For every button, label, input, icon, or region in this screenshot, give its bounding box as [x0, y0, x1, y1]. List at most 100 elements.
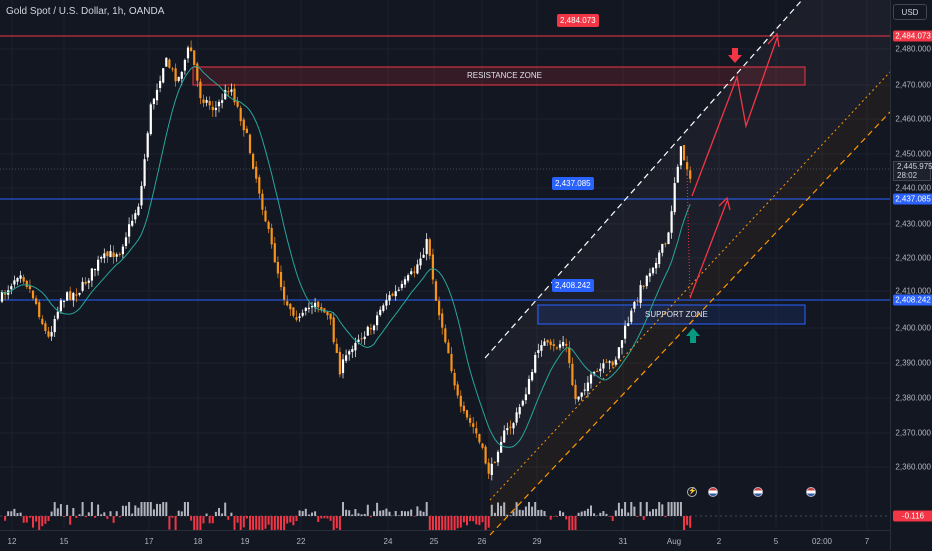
oscillator-bar — [35, 516, 37, 522]
oscillator-bar — [153, 509, 155, 516]
symbol-title[interactable]: Gold Spot / U.S. Dollar, 1h, OANDA — [6, 6, 164, 17]
candle-body — [109, 251, 111, 257]
oscillator-bar — [128, 502, 130, 516]
price-chart[interactable] — [0, 0, 890, 550]
oscillator-bar — [274, 516, 276, 530]
candle-body — [463, 406, 465, 411]
oscillator-bar — [646, 502, 648, 516]
oscillator-bar — [658, 502, 660, 516]
candle-body — [447, 342, 449, 353]
candle-body — [1, 292, 3, 302]
candle-body — [621, 340, 623, 348]
oscillator-bar — [485, 516, 487, 530]
oscillator-bar — [345, 510, 347, 516]
oscillator-bar — [286, 516, 288, 524]
price-tick: 2,440.000 — [895, 184, 931, 193]
candle-body — [106, 252, 108, 257]
oscillator-bar — [513, 511, 515, 516]
oscillator-bar — [423, 512, 425, 516]
oscillator-bar — [190, 516, 192, 521]
candle-body — [97, 260, 99, 271]
price-callout-low: 2,408.242 — [552, 279, 594, 292]
oscillator-bar — [556, 516, 558, 517]
oscillator-bar — [240, 516, 242, 530]
oscillator-bar — [686, 516, 688, 525]
time-axis[interactable]: 12 15 17 18 19 22 24 25 26 29 31 Aug 2 5… — [0, 530, 890, 551]
bar-countdown: 28:02 — [897, 171, 930, 180]
candle-body — [441, 313, 443, 327]
candle-body — [153, 99, 155, 104]
us-flag-icon[interactable] — [708, 487, 718, 497]
candle-body — [416, 264, 418, 273]
time-tick: 18 — [194, 537, 203, 546]
support-zone-label: SUPPORT ZONE — [645, 310, 708, 319]
oscillator-bar — [599, 513, 601, 516]
candle-body — [410, 271, 412, 274]
oscillator-bar — [91, 502, 93, 516]
candle-body — [339, 352, 341, 375]
candle-body — [215, 108, 217, 110]
oscillator-bar — [103, 512, 105, 516]
oscillator-bar — [10, 511, 12, 516]
oscillator-bar — [131, 514, 133, 516]
candle-body — [128, 224, 130, 236]
candle-body — [271, 228, 273, 244]
candle-body — [361, 338, 363, 339]
candle-body — [627, 323, 629, 326]
oscillator-bar — [196, 516, 198, 530]
oscillator-bar — [404, 511, 406, 516]
oscillator-bar — [17, 513, 19, 516]
time-tick: 31 — [619, 537, 628, 546]
oscillator-bar — [581, 512, 583, 516]
candle-body — [190, 47, 192, 51]
oscillator-bar — [296, 516, 298, 521]
candle-body — [466, 410, 468, 417]
candle-body — [373, 326, 375, 331]
candle-body — [333, 317, 335, 342]
price-axis[interactable]: 2,484.073 2,480.000 2,470.000 2,460.000 … — [890, 0, 932, 550]
currency-button[interactable]: USD — [893, 4, 927, 20]
oscillator-bar — [435, 516, 437, 530]
price-tick: 2,420.000 — [895, 254, 931, 263]
us-flag-icon[interactable] — [753, 487, 763, 497]
candle-body — [227, 91, 229, 92]
oscillator-bar — [227, 516, 229, 520]
candle-body — [475, 428, 477, 433]
us-flag-icon[interactable] — [806, 487, 816, 497]
oscillator-bar — [141, 502, 143, 516]
candle-body — [407, 275, 409, 280]
oscillator-bar — [302, 511, 304, 516]
candle-body — [491, 464, 493, 475]
price-tick: 2,390.000 — [895, 359, 931, 368]
candle-body — [264, 211, 266, 222]
oscillator-bar — [79, 514, 81, 516]
candle-body — [237, 101, 239, 107]
oscillator-bar — [125, 506, 127, 516]
oscillator-bar — [497, 503, 499, 516]
candle-body — [277, 262, 279, 274]
oscillator-bar — [370, 516, 372, 517]
oscillator-bar — [224, 503, 226, 516]
candle-body — [10, 286, 12, 289]
candle-body — [364, 337, 366, 339]
oscillator-bar — [624, 502, 626, 516]
lightning-icon[interactable]: ⚡ — [687, 487, 697, 497]
oscillator-bar — [413, 516, 415, 517]
oscillator-bar — [615, 511, 617, 516]
oscillator-bar — [175, 516, 177, 530]
candle-body — [531, 372, 533, 380]
candle-body — [686, 162, 688, 169]
candle-body — [519, 407, 521, 414]
last-price-tag: 2,445.975 28:02 — [893, 161, 931, 181]
candle-body — [336, 344, 338, 353]
oscillator-bar — [649, 511, 651, 516]
candle-body — [438, 301, 440, 315]
candle-body — [57, 312, 59, 319]
candle-body — [419, 259, 421, 266]
level-price-tag-2408: 2,408.242 — [893, 295, 932, 306]
candle-body — [460, 396, 462, 407]
candle-body — [392, 294, 394, 296]
oscillator-bar — [609, 516, 611, 517]
candle-body — [41, 319, 43, 324]
candle-body — [187, 48, 189, 59]
